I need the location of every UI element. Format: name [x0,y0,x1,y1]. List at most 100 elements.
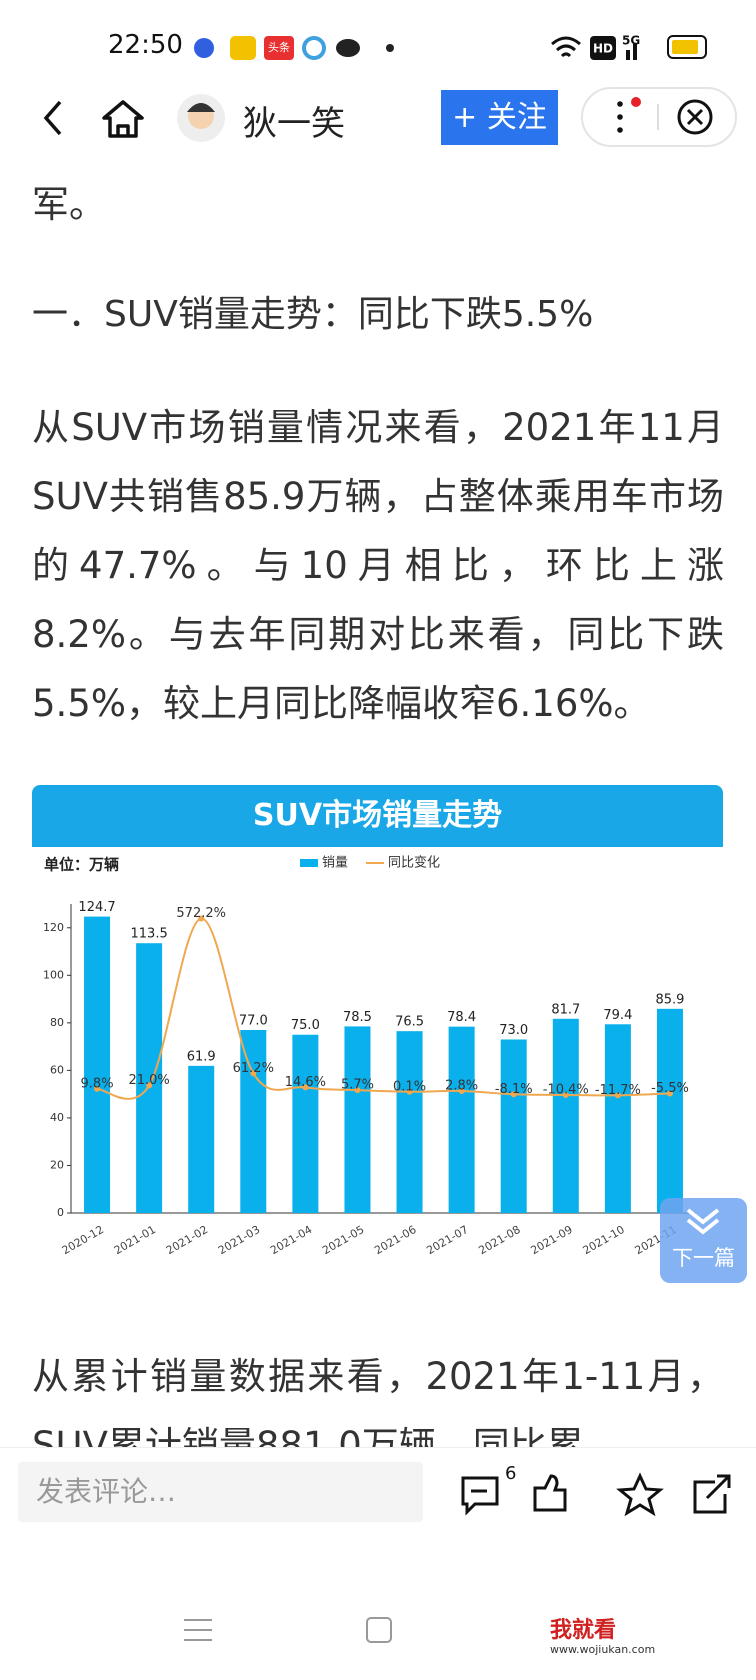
next-article-label: 下一篇 [672,1246,735,1270]
bar-value-label: 113.5 [131,927,168,942]
bar [292,1034,319,1213]
line-value-label: -5.5% [651,1081,689,1096]
battery [667,35,707,59]
status-time: 22:50 [108,30,183,60]
y-tick-label: 20 [50,1158,64,1171]
y-tick-label: 0 [57,1206,64,1219]
bar [500,1039,527,1213]
line-point [94,1085,101,1092]
line-point [250,1070,257,1077]
y-tick-label: 40 [50,1111,64,1124]
paragraph: 军。 [32,183,106,226]
x-tick-label: 2021-07 [424,1223,470,1257]
dot [386,44,394,52]
follow-button[interactable]: + 关注 [441,90,558,145]
line-value-label: 14.6% [285,1075,326,1090]
next-article-button[interactable]: 下一篇 [660,1198,747,1283]
bar [448,1026,475,1213]
comment-actions: 6 [461,1463,731,1517]
bar-value-label: 76.5 [395,1015,424,1030]
x-tick-label: 2021-04 [268,1223,314,1257]
line-point [198,915,205,922]
x-tick-label: 2021-01 [112,1223,158,1257]
bar-value-label: 78.4 [447,1010,476,1025]
bar-value-label: 75.0 [291,1018,320,1033]
more-button[interactable] [617,101,623,107]
x-tick-label: 2021-09 [528,1223,574,1257]
bar-value-label: 81.7 [551,1002,580,1017]
back-button[interactable] [43,100,62,136]
line [96,917,670,1100]
comment-button[interactable] [461,1476,499,1516]
header-actions [581,87,737,147]
bar [240,1029,267,1213]
signal-bar [633,44,637,60]
chevron [686,1208,720,1235]
y-tick-label: 100 [43,968,64,981]
bar-value-label: 124.7 [78,900,115,915]
bar-value-label: 77.0 [239,1013,268,1028]
more-button[interactable] [617,127,623,133]
bar [656,1008,683,1213]
home-button[interactable] [102,100,144,138]
author-name[interactable]: 狄一笑 [243,104,345,144]
menu-key[interactable] [184,1619,212,1641]
line-value-label: -11.7% [595,1083,641,1098]
app-icon [302,36,326,60]
line-value-label: 0.1% [393,1079,426,1094]
legend-label: 销量 [322,856,348,871]
chart-title: SUV市场销量走势 [32,785,723,847]
line-point [458,1087,465,1094]
app-badge-bg [264,36,294,60]
app-icon [230,36,256,60]
legend-label: 同比变化 [388,855,440,871]
home-key[interactable] [366,1617,392,1643]
notify-dot [631,97,641,107]
line-point [146,1082,153,1089]
x-tick-label: 2021-10 [581,1223,627,1257]
line-value-label: 2.8% [445,1078,478,1093]
x-tick-label: 2021-05 [320,1223,366,1257]
like-button[interactable] [533,1474,567,1512]
section-heading: 一．SUV销量走势：同比下跌5.5% [32,294,594,335]
watermark-logo: 我就看 [550,1617,616,1643]
close-button[interactable] [677,99,713,135]
watermark-url: www.wojiukan.com [550,1643,655,1656]
y-tick-label: 120 [43,921,64,934]
bar [84,916,111,1213]
line-point [666,1090,673,1097]
x-tick-label: 2021-08 [476,1223,522,1257]
bar-value-label: 78.5 [343,1010,372,1025]
paragraph: 从SUV市场销量情况来看，2021年11月SUV共销售85.9万辆，占整体乘用车… [32,406,724,725]
hd-bg [590,36,616,60]
avatar-hair [187,103,215,112]
line-point [406,1088,413,1095]
network-label: 5G [622,34,640,48]
app-icon [336,39,360,57]
line-value-label: 21.0% [128,1073,169,1088]
bar [552,1018,579,1213]
bar [396,1031,423,1213]
bar-value-label: 79.4 [603,1008,632,1023]
comment-input[interactable]: 发表评论… [18,1462,423,1522]
bar [136,943,163,1213]
header-nav[interactable] [30,88,230,148]
x-tick-label: 2021-06 [372,1223,418,1257]
favorite-button[interactable] [616,1472,664,1517]
status-right: HD 5G [551,34,707,60]
line-point [562,1091,569,1098]
hd-label: HD [593,42,613,56]
bar [188,1065,215,1213]
share-button[interactable] [693,1474,731,1514]
line-point [354,1087,361,1094]
x-tick-label: 2021-03 [216,1223,262,1257]
line-point [510,1091,517,1098]
bar-value-label: 61.9 [187,1049,216,1064]
unit-label: 单位：万辆 [44,856,119,874]
line-value-label: 5.7% [341,1078,374,1093]
bottom-area: 发表评论… 6 我就看 www.wojiukan.com [0,1447,756,1680]
more-button[interactable] [617,114,623,120]
bar-value-label: 85.9 [655,992,684,1007]
line-value-label: 572.2% [176,906,226,921]
signal-bar [626,50,630,60]
